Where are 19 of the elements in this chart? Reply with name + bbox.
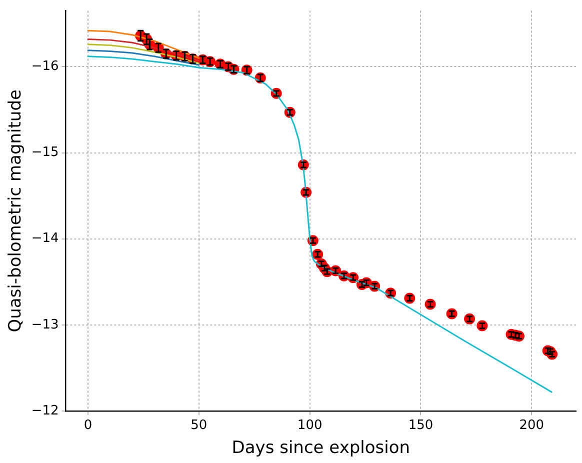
x-tick-label: 200: [519, 418, 544, 434]
y-tick-label: −15: [31, 145, 59, 160]
y-tick-label: −14: [31, 231, 59, 246]
x-axis-title: Days since explosion: [232, 438, 410, 458]
y-tick-label: −13: [31, 317, 59, 332]
point: [300, 186, 312, 198]
point: [307, 235, 318, 246]
y-tick-label: −12: [31, 403, 59, 418]
x-tick-label: 150: [408, 418, 434, 434]
y-tick-label: −16: [31, 59, 59, 74]
x-tick-label: 100: [297, 418, 322, 434]
point: [464, 313, 476, 324]
point: [385, 288, 396, 299]
y-axis-title: Quasi-bolometric magnitude: [6, 90, 26, 332]
point: [348, 272, 359, 284]
x-tick-label: 0: [84, 418, 92, 434]
point: [284, 106, 296, 118]
x-tick-label: 50: [190, 418, 208, 434]
point: [312, 248, 324, 260]
